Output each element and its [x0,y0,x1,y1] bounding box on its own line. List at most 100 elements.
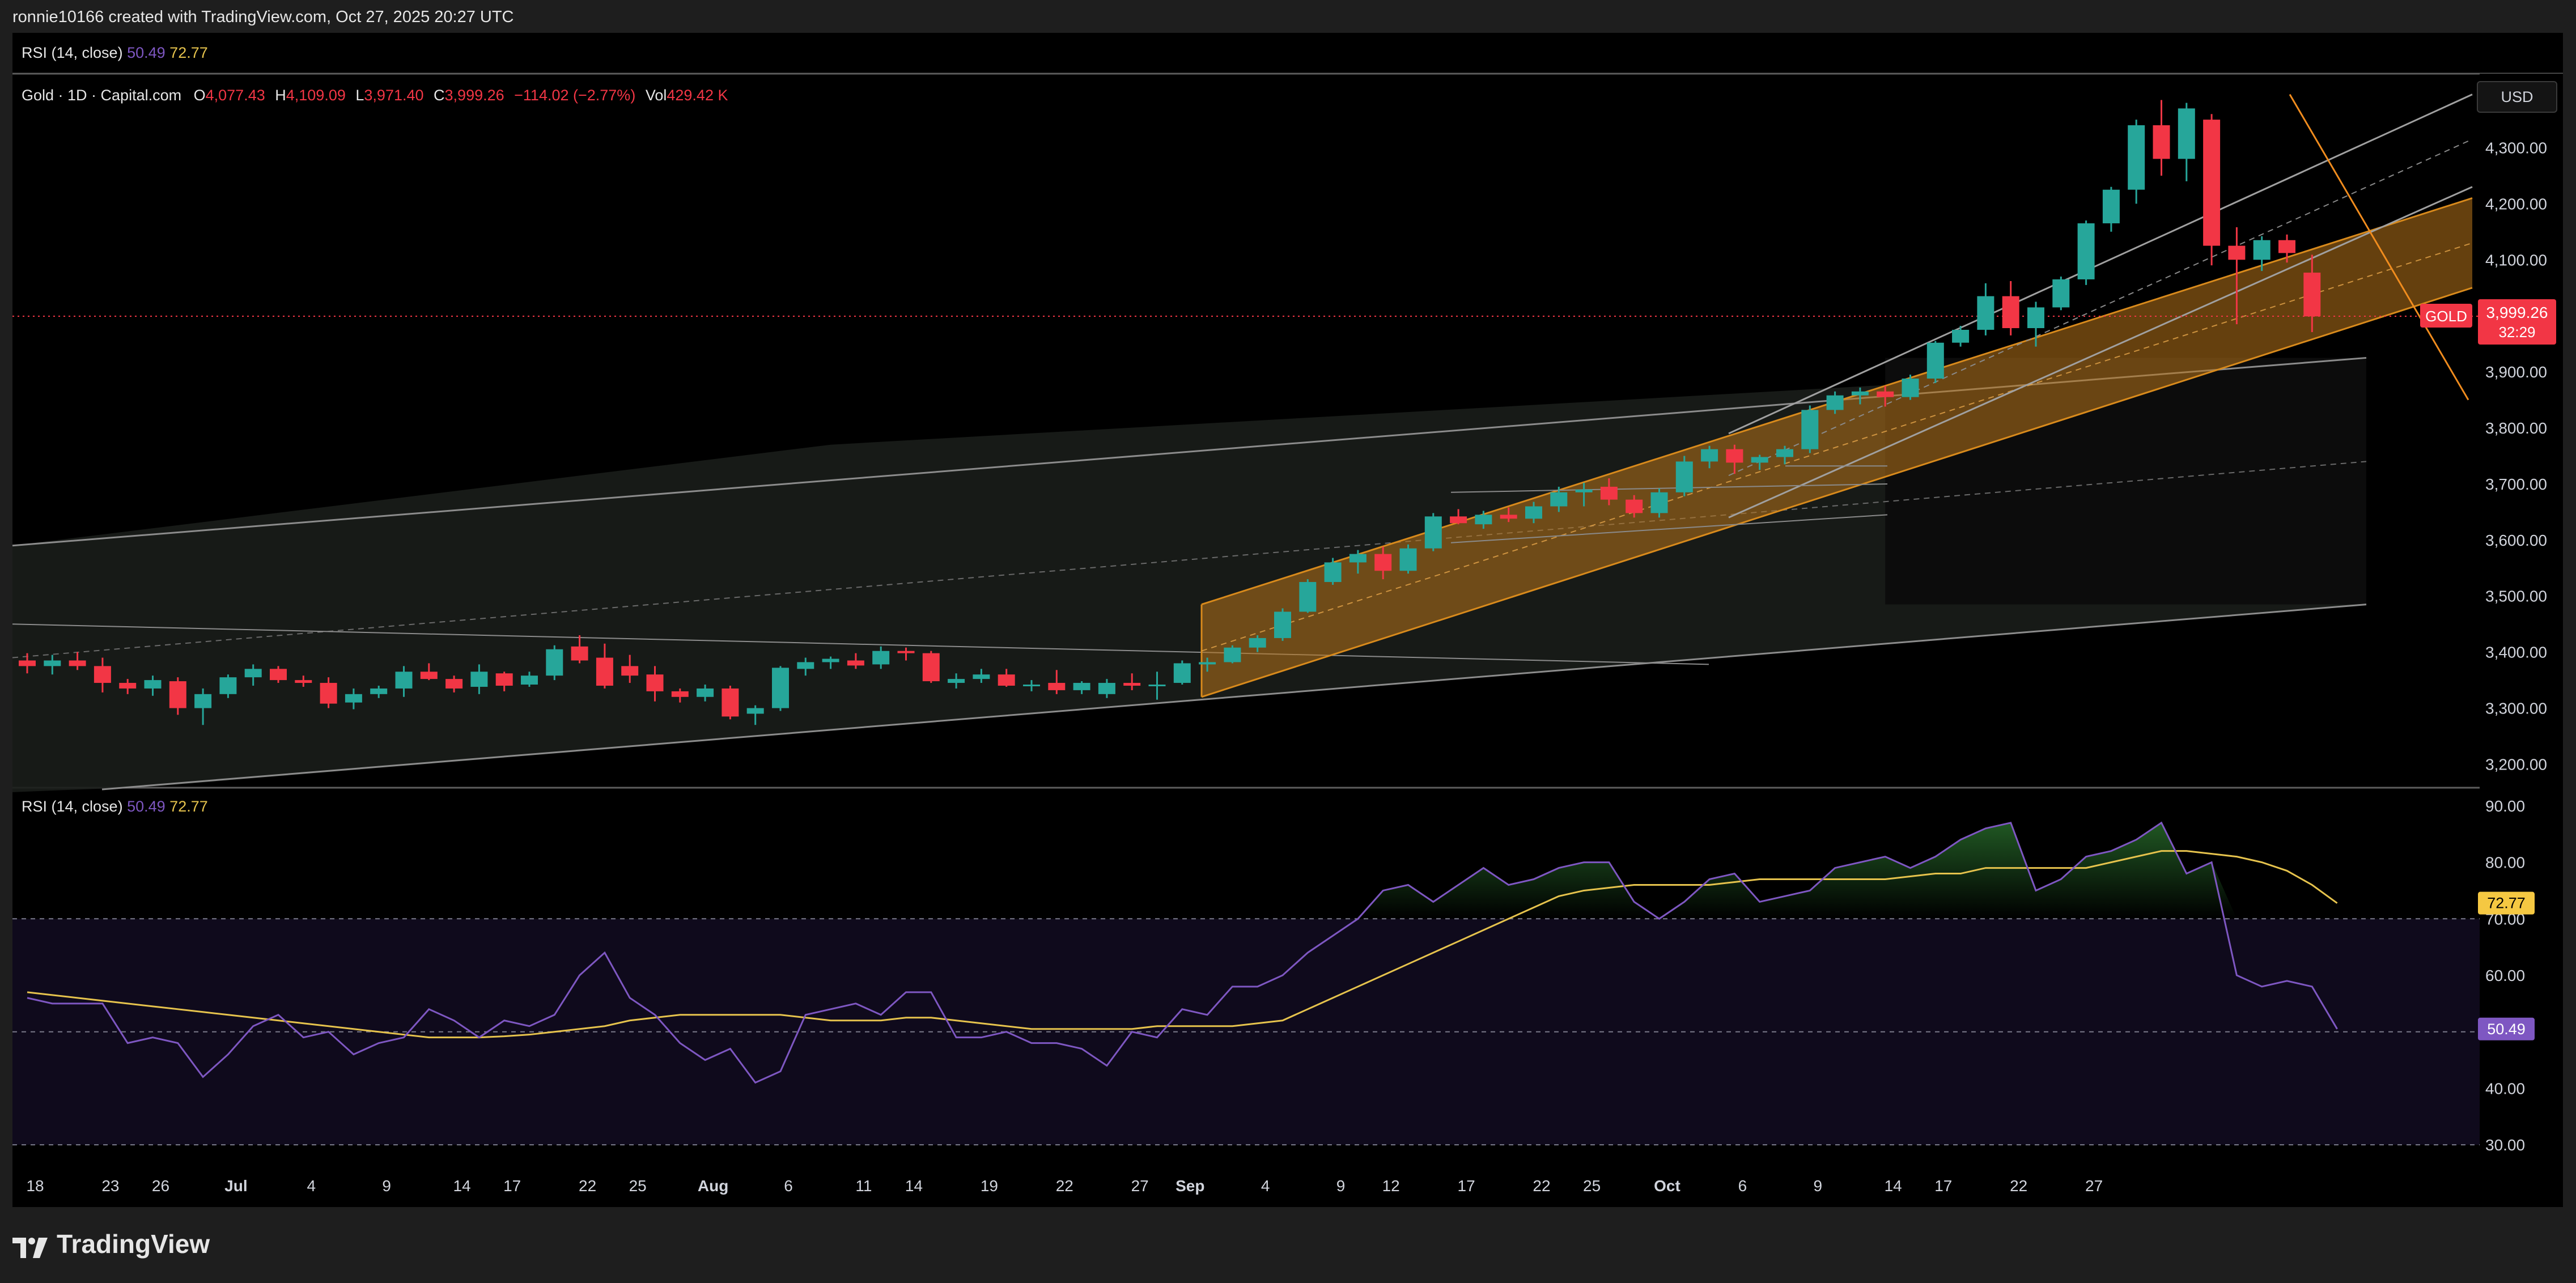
time-axis-tick-label: 14 [453,1177,471,1195]
candle [2203,114,2221,266]
low-value: 3,971.40 [364,87,424,104]
candle-body [621,666,639,676]
candle [1098,679,1115,698]
candle [973,669,990,683]
candle-body [847,660,864,666]
time-axis-tick-label: 26 [152,1177,169,1195]
candle [1048,670,1066,694]
candle [1500,507,1517,522]
candle-body [1977,296,1994,330]
candle-body [1098,683,1115,694]
change-value: −114.02 (−2.77%) [514,87,636,104]
open-label: O [193,87,206,104]
rsi-line [27,821,2338,1084]
candle-body [1274,611,1291,638]
candle-body [1550,492,1568,507]
candle [697,685,714,702]
candle [1374,546,1392,580]
price-badge-bg [2478,299,2556,345]
candle-body [420,672,438,679]
candle-body [1173,663,1191,683]
rsi-axis-tick-label: 30.00 [2485,1136,2525,1154]
top-rsi-legend-name: RSI (14, close) [22,44,123,61]
candle [2228,227,2246,325]
candle-body [1148,685,1166,687]
candle-body [2228,245,2246,260]
candle [1173,660,1191,685]
main-price-pane [12,94,2480,792]
candle-body [872,651,890,665]
price-axis-tick-label: 4,300.00 [2485,139,2547,157]
candle-body [1424,516,1442,549]
rsi-pane-legend-ma-value: 72.77 [169,798,208,815]
candle-body [1525,506,1542,519]
price-axis-background [2480,74,2563,1162]
top-rsi-strip [12,33,2563,73]
candle [1274,608,1291,641]
symbol-label[interactable]: Gold · 1D · Capital.com [22,87,182,104]
candle-body [1299,582,1317,612]
candle-body [646,674,664,691]
candle [998,669,1015,687]
candle [1826,391,1844,414]
steep-channel-upper [1728,94,2473,435]
candle-body [1324,562,1342,583]
rsi-axis-tick-label: 40.00 [2485,1080,2525,1097]
candle [1926,341,1944,383]
volume-value: 429.42 K [667,87,728,104]
candle-body [1675,461,1693,492]
candle [19,653,36,674]
currency-button[interactable]: USD [2477,81,2557,113]
tradingview-logo[interactable]: TradingView [12,1224,210,1264]
candle [2153,100,2170,176]
rsi-pane-legend: RSI (14, close) 50.49 72.77 [22,798,208,815]
candle-body [1851,391,1869,396]
candle-body [194,694,212,708]
candle-body [1123,683,1141,686]
candle-body [1926,342,1944,379]
candle-body [973,674,990,679]
candle [571,635,588,664]
candle-body [1776,449,1793,457]
time-axis-tick-label: 17 [1934,1177,1952,1195]
candle [1349,550,1366,574]
candle-body [922,653,940,682]
ticker-badge-bg [2420,303,2472,328]
time-axis-tick-label: 11 [855,1177,872,1195]
price-axis-tick-label: 3,400.00 [2485,644,2547,661]
candle [2052,277,2070,311]
candle-body [270,669,287,681]
candle [922,651,940,683]
candle [1851,387,1869,405]
candle [2077,220,2095,285]
candle-body [1048,683,1066,690]
candle [1952,326,1970,347]
time-axis-tick-label: 17 [1458,1177,1475,1195]
price-badge: GOLD 3,999.26 32:29 [2420,299,2556,345]
candle-body [1575,489,1593,492]
time-axis-tick-label: 9 [1814,1177,1823,1195]
candle [1424,513,1442,551]
candle-body [822,659,839,662]
candle-body [1826,395,1844,410]
high-value: 4,109.09 [286,87,346,104]
tradingview-logo-icon [12,1234,48,1258]
candle-body [596,657,613,686]
candle [420,663,438,681]
candle [1751,454,1768,470]
price-axis-tick-label: 4,200.00 [2485,195,2547,213]
candle-body [998,674,1015,686]
candle [320,677,337,708]
candle [1525,502,1542,524]
candle [897,647,915,661]
candle [596,643,613,689]
candle-body [746,708,764,714]
candle [1550,486,1568,512]
parallel-channel-mid [1201,242,2473,652]
time-axis-tick-label: 4 [307,1177,316,1195]
candle [445,676,463,693]
candle [1726,444,1743,474]
candle [345,688,362,710]
tradingview-logo-text: TradingView [57,1229,210,1259]
